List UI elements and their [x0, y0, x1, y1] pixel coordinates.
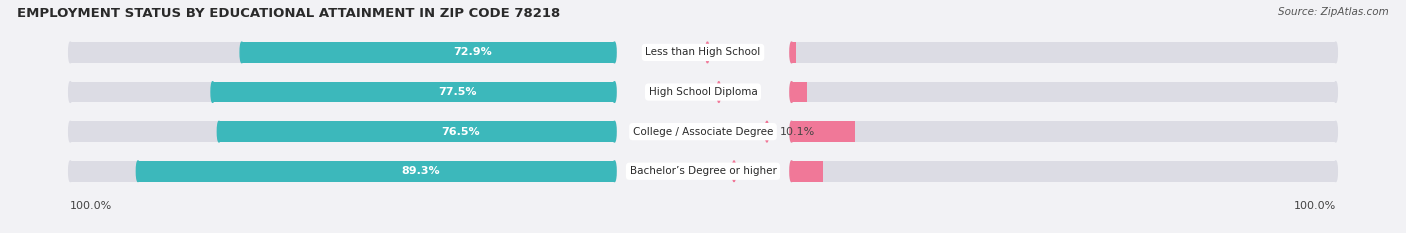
Circle shape — [613, 161, 616, 182]
Bar — [792, 42, 1336, 63]
Circle shape — [240, 42, 243, 63]
Circle shape — [790, 82, 793, 102]
Bar — [792, 82, 1336, 102]
Text: EMPLOYMENT STATUS BY EDUCATIONAL ATTAINMENT IN ZIP CODE 78218: EMPLOYMENT STATUS BY EDUCATIONAL ATTAINM… — [17, 7, 560, 20]
Text: Less than High School: Less than High School — [645, 48, 761, 57]
Bar — [70, 42, 614, 63]
Bar — [242, 42, 614, 63]
Bar — [792, 121, 1336, 142]
Bar — [70, 82, 614, 102]
Bar — [792, 82, 807, 102]
Circle shape — [790, 161, 793, 182]
Bar — [792, 161, 823, 182]
Bar — [138, 161, 614, 182]
Circle shape — [613, 82, 616, 102]
Text: Bachelor’s Degree or higher: Bachelor’s Degree or higher — [630, 166, 776, 176]
Circle shape — [613, 42, 616, 63]
Circle shape — [706, 42, 709, 63]
Circle shape — [790, 121, 793, 142]
Bar — [219, 121, 614, 142]
Circle shape — [211, 82, 214, 102]
Text: College / Associate Degree: College / Associate Degree — [633, 127, 773, 137]
Text: 0.7%: 0.7% — [720, 48, 748, 57]
Text: 77.5%: 77.5% — [439, 87, 477, 97]
Bar — [212, 82, 614, 102]
Text: 100.0%: 100.0% — [70, 201, 112, 211]
Circle shape — [613, 121, 616, 142]
Circle shape — [218, 121, 221, 142]
Circle shape — [1334, 121, 1337, 142]
Circle shape — [790, 161, 793, 182]
Text: 72.9%: 72.9% — [453, 48, 492, 57]
Circle shape — [69, 161, 72, 182]
Text: 2.5%: 2.5% — [731, 87, 759, 97]
Circle shape — [717, 82, 720, 102]
Bar — [792, 121, 855, 142]
Circle shape — [1334, 161, 1337, 182]
Bar — [792, 161, 1336, 182]
Text: 10.1%: 10.1% — [779, 127, 815, 137]
Text: Source: ZipAtlas.com: Source: ZipAtlas.com — [1278, 7, 1389, 17]
Circle shape — [790, 42, 793, 63]
Circle shape — [1334, 42, 1337, 63]
Text: 4.9%: 4.9% — [747, 166, 775, 176]
Circle shape — [733, 161, 735, 182]
Text: 100.0%: 100.0% — [1294, 201, 1336, 211]
Text: 76.5%: 76.5% — [441, 127, 481, 137]
Circle shape — [765, 121, 769, 142]
Circle shape — [613, 161, 616, 182]
Bar — [70, 161, 614, 182]
Text: High School Diploma: High School Diploma — [648, 87, 758, 97]
Circle shape — [69, 42, 72, 63]
Circle shape — [790, 121, 793, 142]
Circle shape — [69, 82, 72, 102]
Bar — [70, 121, 614, 142]
Circle shape — [790, 82, 793, 102]
Circle shape — [69, 121, 72, 142]
Circle shape — [790, 42, 793, 63]
Circle shape — [613, 42, 616, 63]
Circle shape — [136, 161, 139, 182]
Bar — [792, 42, 796, 63]
Text: 89.3%: 89.3% — [401, 166, 440, 176]
Circle shape — [613, 82, 616, 102]
Circle shape — [1334, 82, 1337, 102]
Circle shape — [613, 121, 616, 142]
